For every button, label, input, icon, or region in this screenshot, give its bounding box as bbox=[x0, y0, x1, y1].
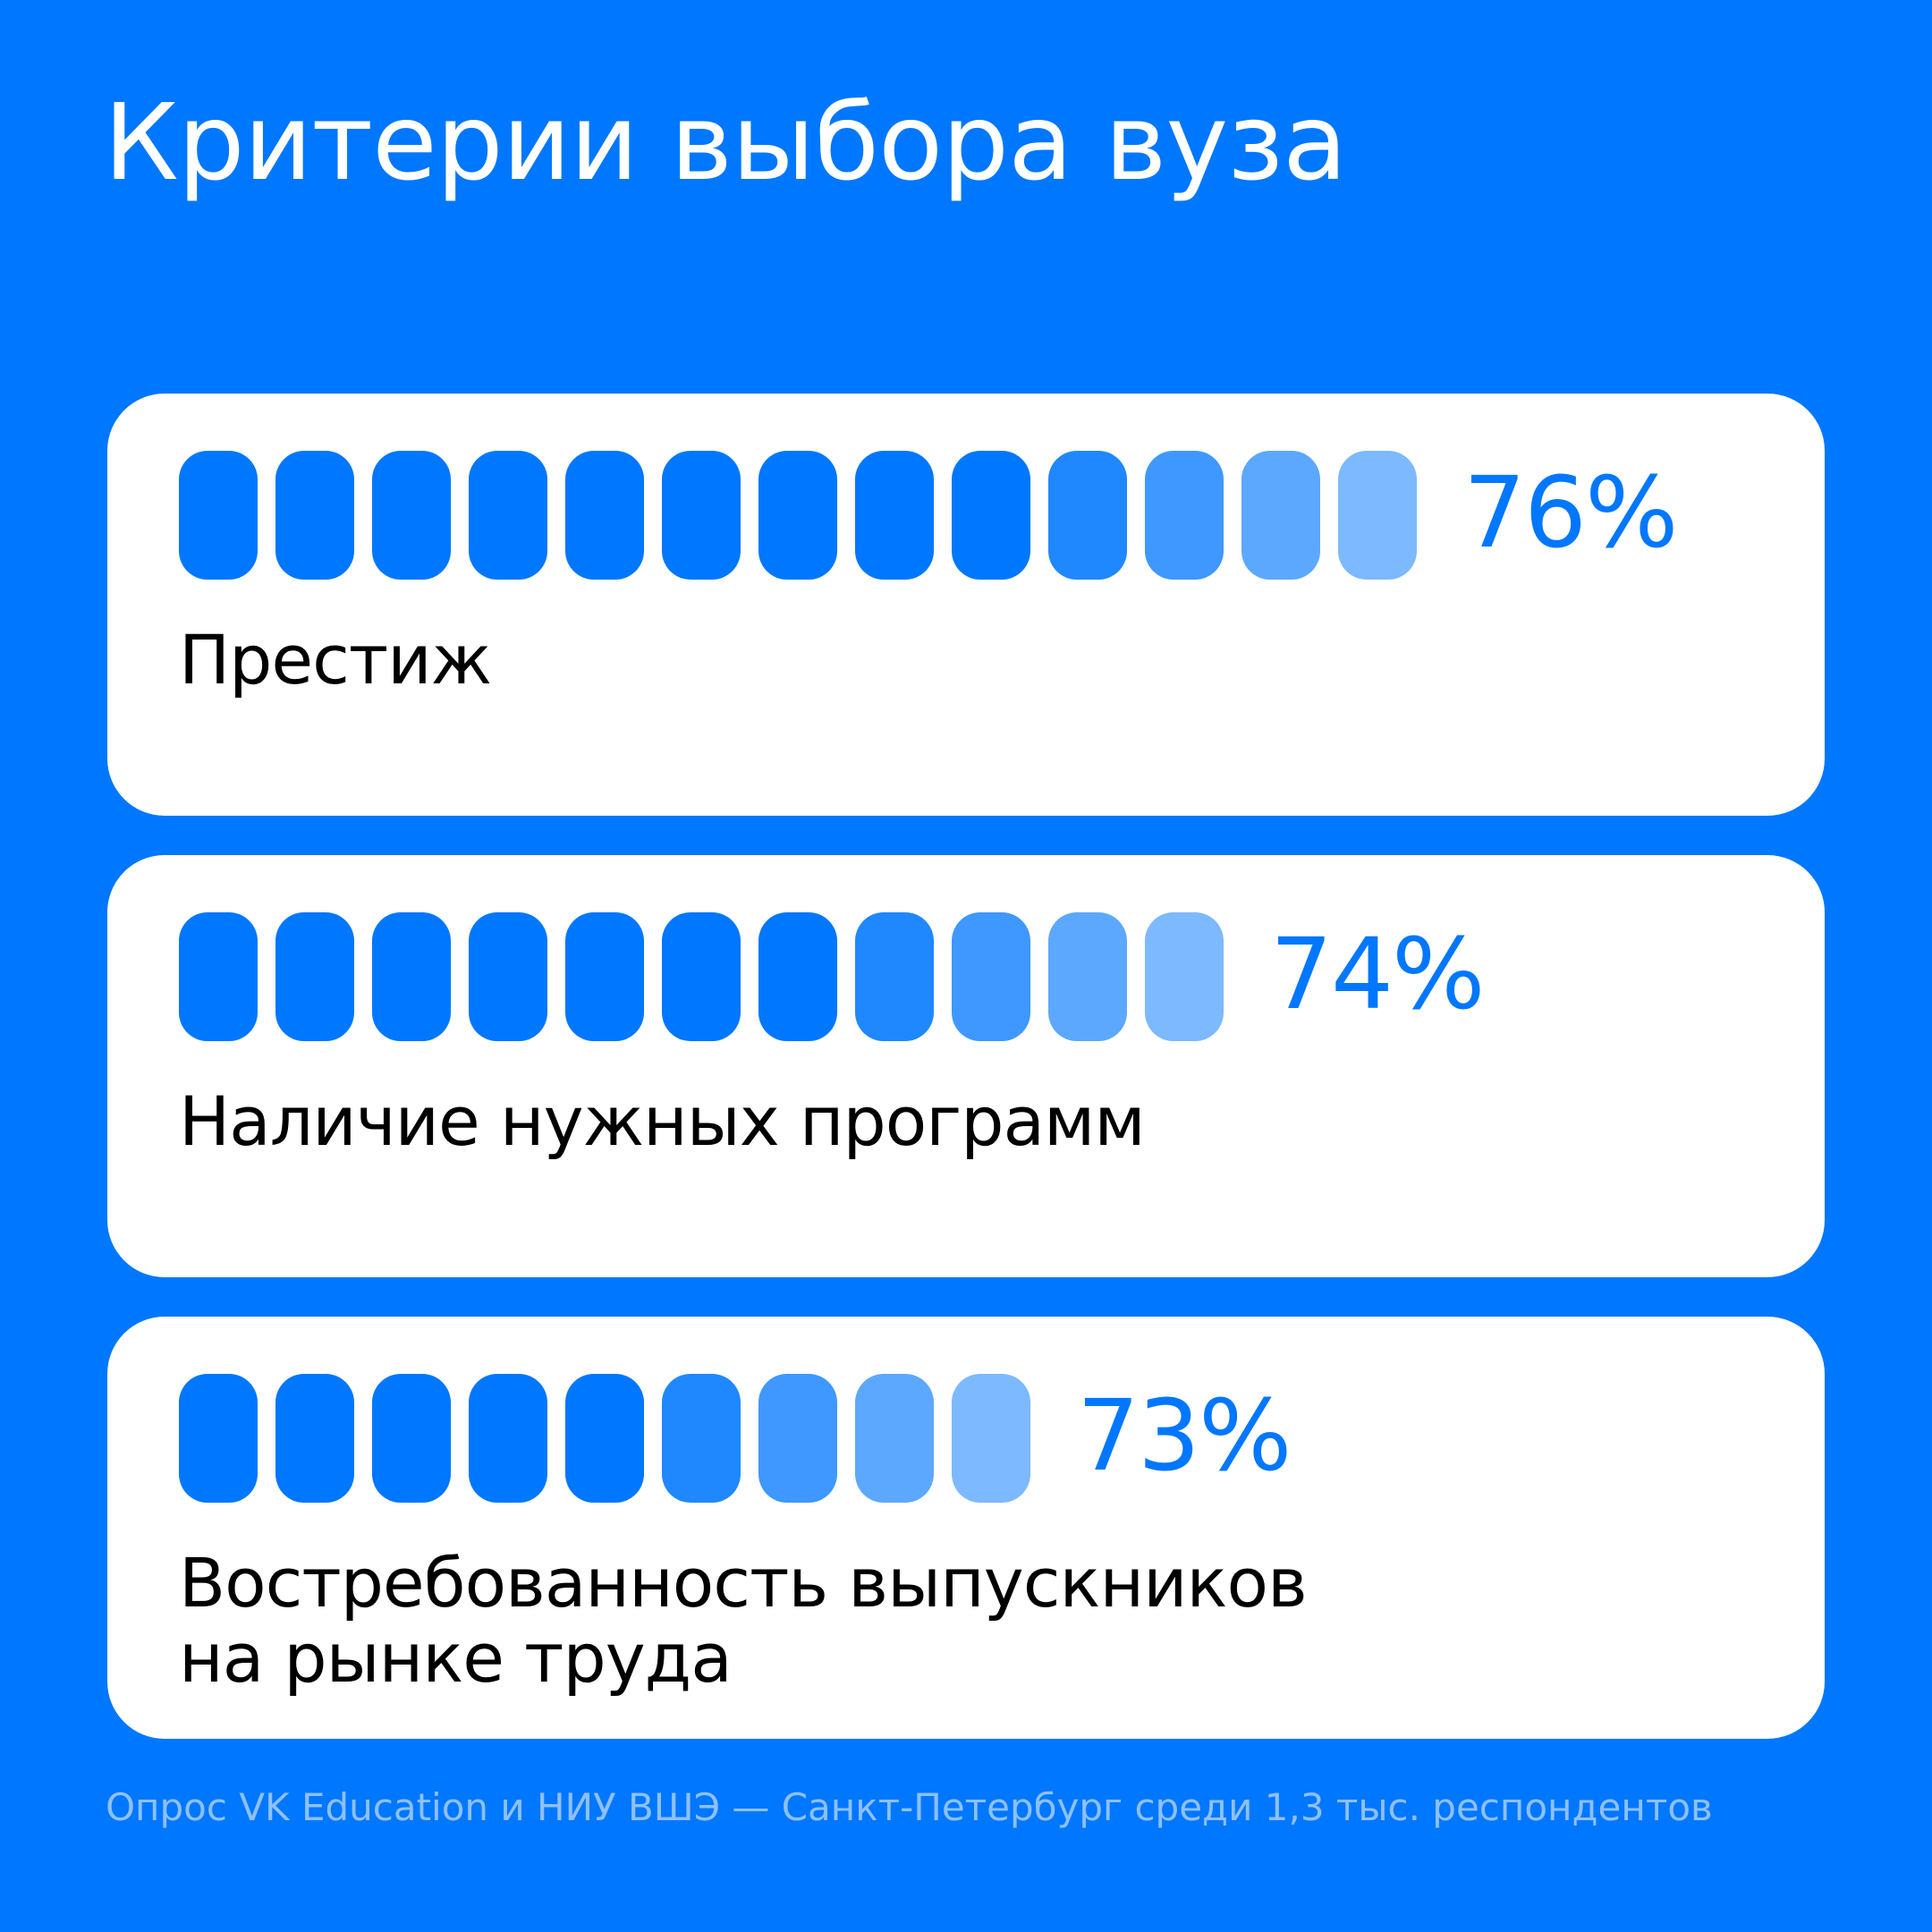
bar-segments bbox=[179, 1374, 1030, 1503]
bar-segment bbox=[855, 1374, 934, 1503]
bar-segment bbox=[952, 1374, 1030, 1503]
bar-segment bbox=[662, 912, 741, 1041]
value-label: 74% bbox=[1270, 917, 1485, 1031]
bar-segment bbox=[758, 1374, 837, 1503]
bar-segment bbox=[469, 451, 547, 580]
bar-segment bbox=[952, 912, 1030, 1041]
chart-card: 74% Наличие нужных программ bbox=[107, 855, 1825, 1277]
bar-segment bbox=[179, 1374, 258, 1503]
bar-segment bbox=[662, 1374, 741, 1503]
bar-segment bbox=[758, 451, 837, 580]
value-label: 76% bbox=[1463, 455, 1678, 570]
bar-segment bbox=[469, 912, 547, 1041]
value-label: 73% bbox=[1077, 1378, 1292, 1493]
bar-segment bbox=[469, 1374, 547, 1503]
category-label: Востребованность выпускников на рынке тр… bbox=[179, 1543, 1308, 1698]
bar-segment bbox=[275, 912, 354, 1041]
chart-card: 76% Престиж bbox=[107, 394, 1825, 816]
bar-segments bbox=[179, 451, 1417, 580]
bar-segment bbox=[565, 451, 644, 580]
bar-segments bbox=[179, 912, 1224, 1041]
bar-segment bbox=[179, 451, 258, 580]
bar-segment bbox=[1145, 912, 1224, 1041]
bar-segment bbox=[565, 912, 644, 1041]
bar-segment bbox=[275, 451, 354, 580]
source-note: Опрос VK Education и НИУ ВШЭ — Санкт-Пет… bbox=[106, 1785, 1713, 1829]
bar-segment bbox=[662, 451, 741, 580]
bar-segment bbox=[1048, 451, 1127, 580]
bar-segment bbox=[275, 1374, 354, 1503]
bar-segment bbox=[1048, 912, 1127, 1041]
bar-segment bbox=[1145, 451, 1224, 580]
bar-segment bbox=[1338, 451, 1417, 580]
bar-segment bbox=[1241, 451, 1320, 580]
bar-segment bbox=[565, 1374, 644, 1503]
category-label: Наличие нужных программ bbox=[179, 1081, 1146, 1161]
category-label: Престиж bbox=[179, 620, 492, 699]
chart-card: 73% Востребованность выпускников на рынке… bbox=[107, 1317, 1825, 1739]
chart-cards: 76% Престиж 74% Наличие нужных программ 73% В… bbox=[107, 394, 1825, 1778]
bar-segment bbox=[372, 1374, 451, 1503]
bar-segment bbox=[855, 912, 934, 1041]
bar-segment bbox=[372, 451, 451, 580]
bar-segment bbox=[855, 451, 934, 580]
chart-title: Критерии выбора вуза bbox=[104, 80, 1347, 204]
bar-segment bbox=[758, 912, 837, 1041]
bar-segment bbox=[372, 912, 451, 1041]
bar-segment bbox=[179, 912, 258, 1041]
bar-segment bbox=[952, 451, 1030, 580]
